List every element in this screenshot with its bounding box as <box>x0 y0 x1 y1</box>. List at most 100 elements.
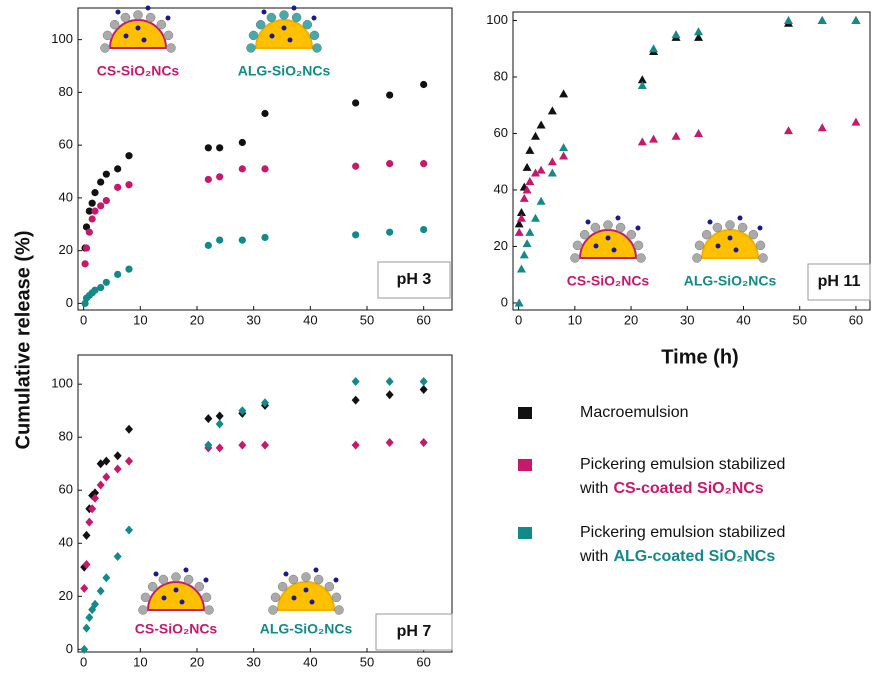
data-point <box>351 440 360 450</box>
data-point <box>215 443 224 453</box>
data-point <box>525 176 535 185</box>
data-point <box>386 228 394 236</box>
plot-frame <box>512 11 871 311</box>
drug <box>287 37 293 43</box>
nanoparticle <box>725 220 735 230</box>
x-tick-label: 30 <box>680 312 694 327</box>
nanoparticle <box>633 240 644 251</box>
data-point <box>525 227 535 236</box>
data-point <box>386 91 394 99</box>
nanoparticle <box>145 12 156 23</box>
nanoparticle <box>183 574 194 585</box>
data-point <box>516 264 526 273</box>
y-tick-label: 40 <box>494 181 508 196</box>
nanoparticle <box>758 253 768 263</box>
x-tick-label: 60 <box>416 654 430 669</box>
data-point <box>238 138 246 147</box>
nanoparticle <box>255 19 266 30</box>
x-tick-label: 60 <box>849 312 863 327</box>
data-point <box>91 189 99 197</box>
drug <box>733 247 739 253</box>
data-point <box>113 552 122 562</box>
drug <box>635 225 641 231</box>
x-tick-label: 30 <box>246 312 260 327</box>
annotation: pH 11 <box>818 273 861 290</box>
data-point <box>559 151 569 160</box>
drug <box>309 599 315 605</box>
data-point <box>102 472 111 482</box>
data-point <box>261 165 269 173</box>
nanoparticle <box>615 222 626 233</box>
data-point <box>783 126 793 135</box>
data-point <box>694 27 704 36</box>
nanoparticle <box>312 43 322 53</box>
drug <box>135 25 141 31</box>
data-point <box>261 398 269 408</box>
data-point <box>420 160 428 168</box>
data-point <box>125 525 133 535</box>
y-tick-label: 80 <box>59 429 73 444</box>
data-point <box>102 278 110 286</box>
y-tick-label: 80 <box>494 68 508 83</box>
x-axis-label: Time (h) <box>661 346 738 368</box>
y-tick-label: 0 <box>66 641 73 656</box>
nanoparticle <box>201 592 212 603</box>
data-point <box>91 599 99 609</box>
data-point <box>261 109 269 118</box>
data-point <box>125 265 133 273</box>
data-point <box>649 44 659 53</box>
data-point <box>80 644 89 654</box>
nanoparticle <box>626 229 637 240</box>
data-point <box>204 414 213 424</box>
plot-frame <box>77 354 453 653</box>
nanoparticle <box>100 43 110 53</box>
drug <box>727 235 733 241</box>
y-tick-label: 60 <box>59 137 73 152</box>
nanoparticle <box>572 240 583 251</box>
nanoparticle <box>324 581 335 592</box>
data-point <box>559 143 569 152</box>
data-point <box>91 286 99 294</box>
nanoparticle <box>301 572 311 582</box>
nanoparticle <box>590 222 601 233</box>
nanoparticle <box>579 229 590 240</box>
data-point <box>637 137 647 146</box>
drug <box>291 595 297 601</box>
drug <box>585 219 591 225</box>
drug <box>173 587 179 593</box>
data-point <box>783 15 793 24</box>
nanoparticle <box>755 240 766 251</box>
data-point <box>694 128 704 137</box>
nanoparticle <box>268 605 278 615</box>
data-point <box>516 213 526 222</box>
x-tick-label: 10 <box>133 654 147 669</box>
drug <box>303 587 309 593</box>
y-tick-label: 60 <box>59 482 73 497</box>
y-tick-label: 0 <box>501 294 508 309</box>
data-point <box>514 298 524 307</box>
data-point <box>102 170 110 178</box>
particle <box>276 581 336 611</box>
data-point <box>671 30 681 39</box>
data-point <box>385 390 394 400</box>
nanoparticle <box>171 572 181 582</box>
nanoparticle <box>120 12 131 23</box>
nanoparticle <box>248 30 259 41</box>
drug <box>611 247 617 253</box>
data-point <box>352 231 360 239</box>
data-point <box>522 162 532 171</box>
drug <box>145 5 151 11</box>
nanoparticle <box>246 43 256 53</box>
nanoparticle <box>133 10 143 20</box>
annotation: pH 7 <box>397 623 432 640</box>
drug <box>269 33 275 39</box>
inset-label: CS-SiO₂NCs <box>97 63 180 79</box>
data-point <box>91 488 99 498</box>
data-point <box>97 202 105 210</box>
data-point <box>114 270 122 278</box>
data-point <box>85 228 93 236</box>
data-point <box>522 185 532 194</box>
data-point <box>96 459 105 469</box>
data-point <box>385 438 394 448</box>
data-point <box>113 451 122 461</box>
